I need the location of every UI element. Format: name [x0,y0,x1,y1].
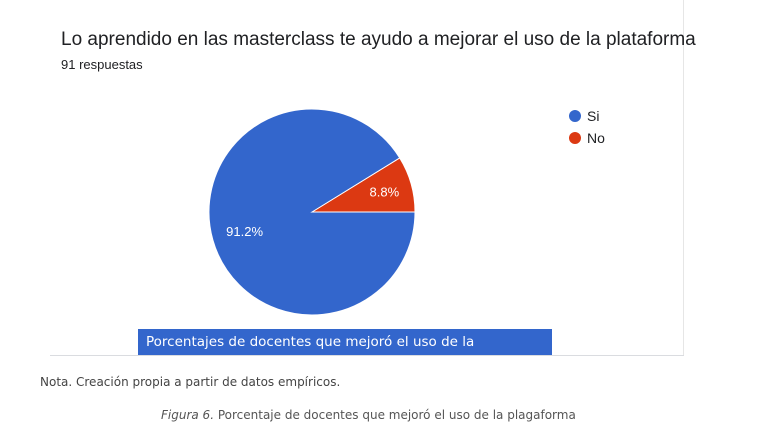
legend-label: Si [587,108,600,124]
legend-label: No [587,130,605,146]
figure-text: Porcentaje de docentes que mejoró el uso… [214,408,576,422]
pie-slice-si [208,108,416,316]
data-label-si: 91.2% [226,224,263,239]
legend-swatch [569,132,581,144]
card-divider [50,355,684,356]
data-label-no: 8.8% [370,184,400,199]
chart-title: Lo aprendido en las masterclass te ayudo… [61,29,696,50]
caption-box: Porcentajes de docentes que mejoró el us… [138,329,552,376]
response-count: 91 respuestas [61,57,143,72]
figure-caption: Figura 6. Porcentaje de docentes que mej… [161,408,576,422]
figure-label: Figura 6. [161,408,215,422]
note: Nota. Creación propia a partir de datos … [40,375,341,389]
legend-item-no: No [569,130,605,146]
card-border [683,0,684,355]
legend-item-si: Si [569,108,599,124]
legend-swatch [569,110,581,122]
